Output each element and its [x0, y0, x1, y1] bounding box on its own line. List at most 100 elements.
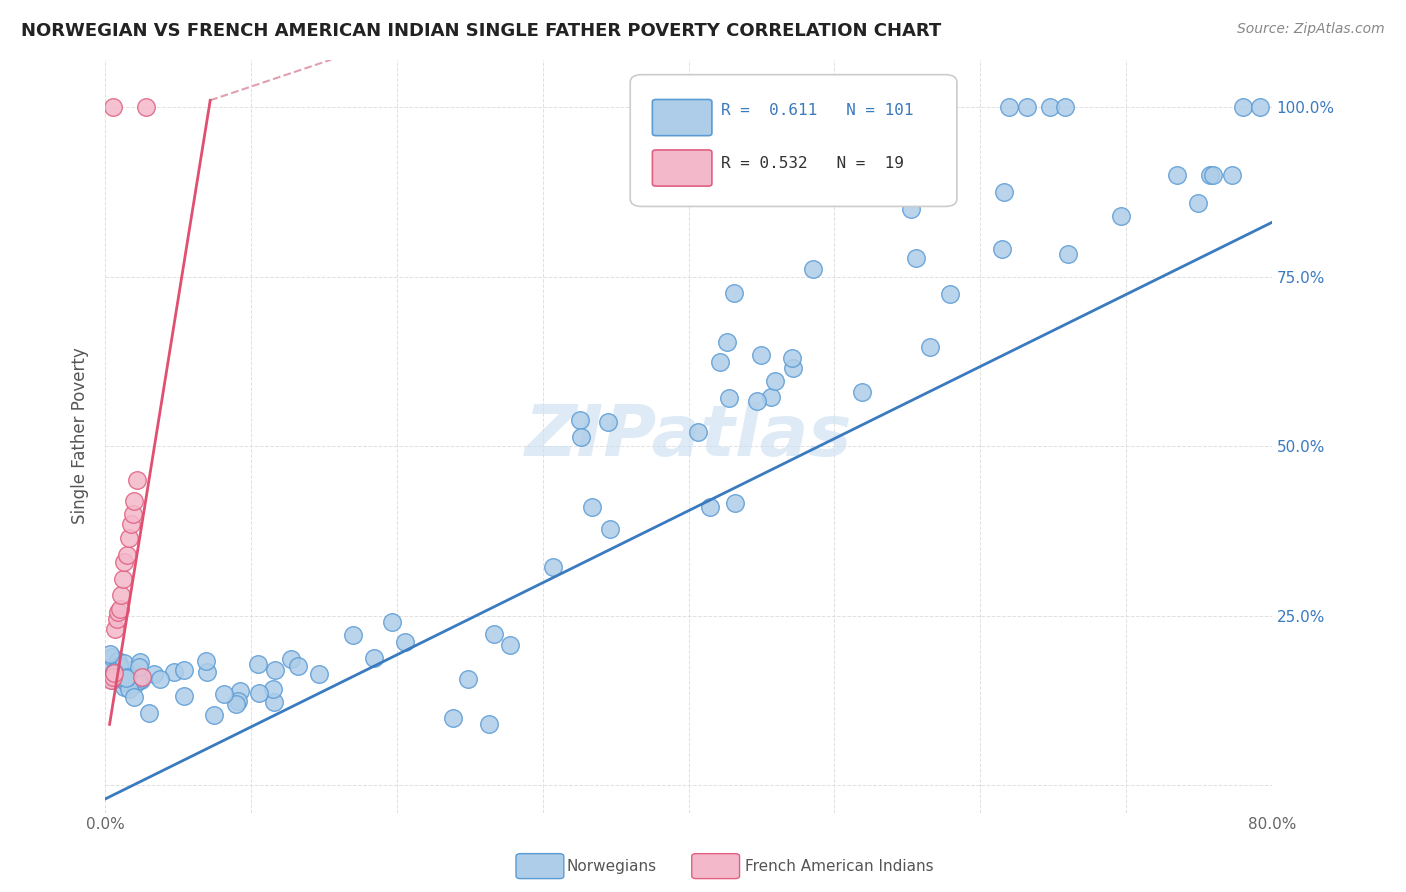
- Point: [194, 654, 217, 668]
- Point: [118, 681, 141, 696]
- Point: [105, 670, 128, 684]
- Point: [801, 262, 824, 277]
- Point: [262, 681, 284, 696]
- Point: [100, 647, 122, 661]
- Point: [780, 351, 803, 365]
- Point: [107, 654, 129, 668]
- Point: [998, 100, 1021, 114]
- Point: [127, 473, 149, 487]
- Point: [107, 606, 129, 620]
- Point: [103, 665, 125, 680]
- Point: [122, 690, 145, 705]
- Point: [918, 340, 941, 354]
- Point: [1202, 168, 1225, 182]
- Point: [149, 672, 172, 686]
- Point: [381, 615, 404, 629]
- Point: [749, 348, 772, 362]
- Point: [1220, 168, 1243, 182]
- Point: [599, 522, 621, 536]
- Point: [287, 658, 309, 673]
- Point: [759, 390, 782, 404]
- Point: [129, 655, 152, 669]
- Point: [115, 667, 138, 681]
- Point: [115, 670, 138, 684]
- Point: [457, 672, 479, 686]
- Point: [308, 667, 330, 681]
- Point: [129, 673, 152, 687]
- Point: [782, 361, 804, 376]
- Point: [541, 560, 564, 574]
- Point: [699, 500, 721, 514]
- Point: [745, 394, 768, 409]
- Point: [1015, 100, 1038, 114]
- Point: [499, 638, 522, 652]
- Text: ZIPatlas: ZIPatlas: [524, 401, 852, 471]
- Point: [121, 667, 143, 681]
- Point: [1199, 168, 1222, 182]
- Point: [709, 355, 731, 369]
- FancyBboxPatch shape: [630, 75, 957, 206]
- Point: [225, 697, 247, 711]
- FancyBboxPatch shape: [652, 150, 711, 186]
- Text: NORWEGIAN VS FRENCH AMERICAN INDIAN SINGLE FATHER POVERTY CORRELATION CHART: NORWEGIAN VS FRENCH AMERICAN INDIAN SING…: [21, 22, 942, 40]
- Point: [101, 650, 124, 665]
- Point: [482, 627, 505, 641]
- Point: [226, 694, 249, 708]
- Point: [264, 663, 287, 677]
- Point: [120, 663, 142, 677]
- Point: [1249, 100, 1271, 114]
- Point: [101, 100, 124, 114]
- Point: [1039, 100, 1062, 114]
- Point: [394, 635, 416, 649]
- Point: [112, 681, 135, 695]
- Point: [115, 548, 138, 562]
- Point: [173, 663, 195, 677]
- Point: [1232, 100, 1254, 114]
- Point: [723, 286, 745, 301]
- Point: [724, 496, 747, 510]
- Point: [124, 677, 146, 691]
- Text: R = 0.532   N =  19: R = 0.532 N = 19: [721, 156, 904, 171]
- Text: French American Indians: French American Indians: [745, 859, 934, 873]
- Point: [569, 413, 592, 427]
- Point: [124, 668, 146, 682]
- Point: [111, 669, 134, 683]
- Point: [581, 500, 603, 514]
- Point: [1187, 196, 1209, 211]
- Point: [993, 185, 1015, 199]
- Point: [122, 507, 145, 521]
- Point: [938, 286, 960, 301]
- Point: [128, 660, 150, 674]
- Point: [900, 202, 922, 216]
- Point: [247, 686, 270, 700]
- Point: [112, 656, 135, 670]
- Point: [104, 623, 127, 637]
- Point: [280, 652, 302, 666]
- Point: [763, 374, 786, 388]
- Point: [212, 687, 235, 701]
- Point: [108, 602, 131, 616]
- Point: [131, 670, 153, 684]
- Point: [128, 673, 150, 687]
- Point: [105, 668, 128, 682]
- Point: [1166, 168, 1188, 182]
- Point: [115, 671, 138, 685]
- Point: [100, 673, 122, 688]
- Point: [1109, 209, 1132, 223]
- Point: [851, 385, 873, 400]
- Point: [363, 651, 385, 665]
- Point: [229, 684, 252, 698]
- Point: [143, 667, 166, 681]
- Point: [202, 708, 225, 723]
- Point: [117, 531, 139, 545]
- Point: [195, 665, 218, 679]
- Text: R =  0.611   N = 101: R = 0.611 N = 101: [721, 103, 914, 119]
- Point: [112, 555, 135, 569]
- Point: [121, 517, 143, 532]
- Point: [596, 415, 619, 429]
- Point: [110, 589, 132, 603]
- Point: [441, 711, 464, 725]
- Point: [173, 690, 195, 704]
- Point: [114, 675, 136, 690]
- Point: [478, 716, 501, 731]
